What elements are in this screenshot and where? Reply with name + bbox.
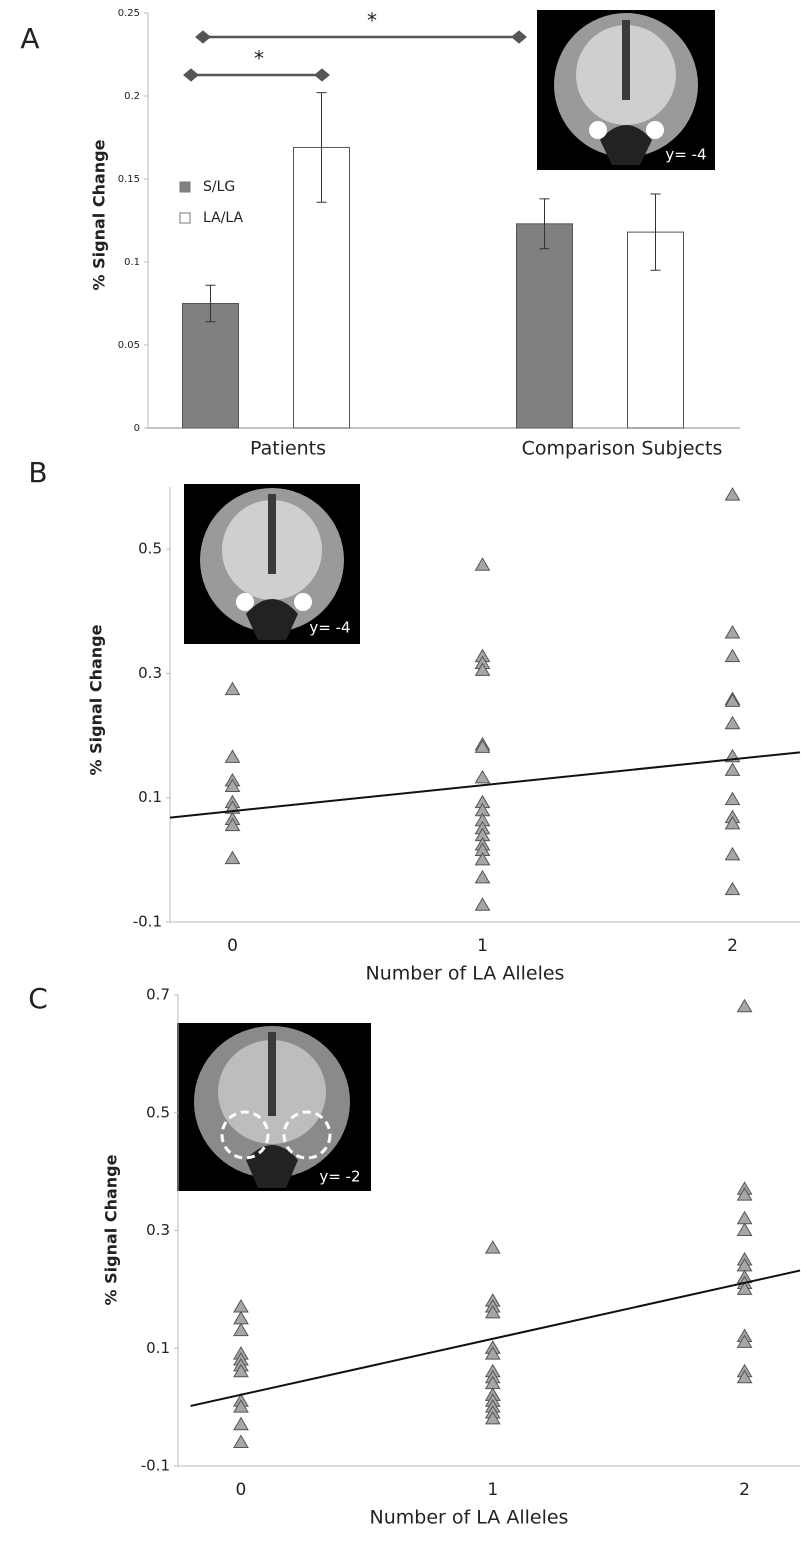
figure: y= -4 y= -4 y= -2 * * A 0 0.05 0.1 0.15 0.2 0.… [0,0,801,1544]
point [234,1300,248,1312]
inset-label: y= -2 [319,1168,360,1186]
y-tick-label: 0.05 [118,340,140,351]
y-tick-label: 0.2 [124,91,140,102]
y-axis-label: % Signal Change [102,1154,121,1305]
point [726,488,740,500]
point [726,883,740,895]
legend-label: LA/LA [203,210,244,226]
point [476,771,490,783]
point [226,683,240,695]
annotation: * [367,9,377,33]
point [738,1224,752,1236]
x-tick-label: 2 [727,936,738,956]
x-tick-label: Patients [250,438,326,460]
x-tick-label: 1 [487,1480,498,1500]
y-tick-label: 0 [134,423,140,434]
point [476,898,490,910]
point [726,717,740,729]
x-tick-label: 2 [739,1480,750,1500]
bar [517,224,573,428]
y-tick-label: -0.1 [141,1457,170,1475]
point [726,763,740,775]
point [738,1212,752,1224]
point [226,852,240,864]
annotation: * [254,47,264,71]
y-tick-label: 0.1 [146,1339,170,1357]
significance-bracket [185,32,525,80]
legend-label: S/LG [203,179,235,195]
x-tick-label: 1 [477,936,488,956]
y-tick-label: 0.1 [124,257,140,268]
y-tick-label: -0.1 [133,913,162,931]
inset-label: y= -4 [665,146,706,164]
y-tick-label: 0.5 [138,540,162,558]
point [234,1435,248,1447]
point [234,1312,248,1324]
point [486,1241,500,1253]
point [726,650,740,662]
panel-label: B [28,456,47,489]
legend-swatch [180,213,190,223]
point [476,558,490,570]
point [726,626,740,638]
brain-inset [177,1023,371,1191]
y-tick-label: 0.5 [146,1103,170,1121]
legend-swatch [180,182,190,192]
point [476,871,490,883]
y-tick-label: 0.15 [118,174,140,185]
point [726,848,740,860]
x-tick-label: 0 [236,1480,247,1500]
x-tick-label: 0 [227,936,238,956]
y-tick-label: 0.3 [138,664,162,682]
y-axis-label: % Signal Change [87,624,106,775]
point [234,1418,248,1430]
y-axis-label: % Signal Change [90,139,109,290]
x-tick-label: Comparison Subjects [522,438,723,460]
panel-label: C [28,982,48,1015]
point [234,1324,248,1336]
x-axis-label: Number of LA Alleles [370,1507,569,1529]
point [726,793,740,805]
point [226,750,240,762]
point [738,1000,752,1012]
x-axis-label: Number of LA Alleles [366,963,565,985]
panel-label: A [20,22,39,55]
y-tick-label: 0.7 [146,986,170,1004]
y-tick-label: 0.3 [146,1221,170,1239]
y-tick-label: 0.25 [118,8,140,19]
inset-label: y= -4 [309,619,350,637]
y-tick-label: 0.1 [138,788,162,806]
